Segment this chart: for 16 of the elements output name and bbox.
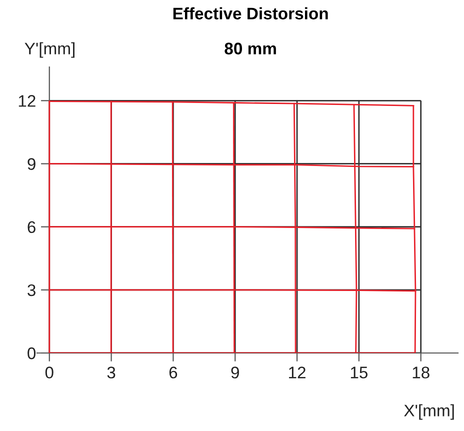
y-tick-label: 12 [18,95,36,107]
x-tick-label: 9 [231,366,239,378]
y-axis-title: Y'[mm] [24,42,74,58]
y-tick-label: 3 [28,284,36,296]
chart-title: Effective Distorsion [173,7,328,20]
y-tick-label: 0 [28,347,36,360]
x-axis-title: X'[mm] [404,404,454,420]
chart-subtitle: 80 mm [224,42,276,54]
x-tick-label: 6 [169,366,178,378]
x-tick-label: 0 [45,366,54,378]
x-tick-label: 3 [107,366,116,378]
x-tick-label: 12 [289,366,306,378]
y-tick-label: 9 [28,158,36,170]
y-tick-label: 6 [28,221,36,234]
x-tick-label: 15 [350,366,368,378]
x-tick-label: 18 [412,366,430,378]
